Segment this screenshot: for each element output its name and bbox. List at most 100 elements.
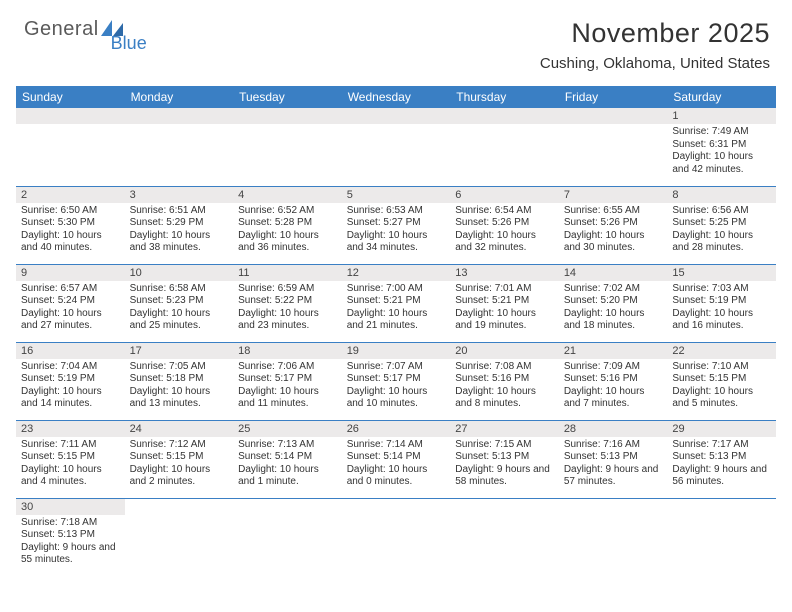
sunset-line: Sunset: 5:21 PM — [455, 295, 529, 306]
day-number: 23 — [16, 421, 125, 437]
sunrise-line: Sunrise: 6:50 AM — [21, 205, 97, 216]
sunrise-line: Sunrise: 7:05 AM — [130, 361, 206, 372]
day-details: Sunrise: 7:15 AMSunset: 5:13 PMDaylight:… — [450, 437, 559, 493]
sunrise-line: Sunrise: 7:12 AM — [130, 439, 206, 450]
day-details: Sunrise: 7:06 AMSunset: 5:17 PMDaylight:… — [233, 359, 342, 415]
day-cell: 24Sunrise: 7:12 AMSunset: 5:15 PMDayligh… — [125, 420, 234, 498]
day-details: Sunrise: 6:56 AMSunset: 5:25 PMDaylight:… — [667, 203, 776, 259]
day-number: 6 — [450, 187, 559, 203]
day-details: Sunrise: 6:51 AMSunset: 5:29 PMDaylight:… — [125, 203, 234, 259]
day-details: Sunrise: 7:17 AMSunset: 5:13 PMDaylight:… — [667, 437, 776, 493]
daylight-line: Daylight: 10 hours and 18 minutes. — [564, 308, 645, 332]
day-cell: 6Sunrise: 6:54 AMSunset: 5:26 PMDaylight… — [450, 186, 559, 264]
day-cell: 17Sunrise: 7:05 AMSunset: 5:18 PMDayligh… — [125, 342, 234, 420]
sunset-line: Sunset: 5:23 PM — [130, 295, 204, 306]
sunset-line: Sunset: 5:15 PM — [672, 373, 746, 384]
sunset-line: Sunset: 5:19 PM — [21, 373, 95, 384]
sunset-line: Sunset: 5:15 PM — [130, 451, 204, 462]
daylight-line: Daylight: 10 hours and 16 minutes. — [672, 308, 753, 332]
day-number: 27 — [450, 421, 559, 437]
day-cell: 7Sunrise: 6:55 AMSunset: 5:26 PMDaylight… — [559, 186, 668, 264]
daylight-line: Daylight: 10 hours and 4 minutes. — [21, 464, 102, 488]
calendar-row: 1Sunrise: 7:49 AMSunset: 6:31 PMDaylight… — [16, 108, 776, 186]
daylight-line: Daylight: 10 hours and 5 minutes. — [672, 386, 753, 410]
day-cell: 25Sunrise: 7:13 AMSunset: 5:14 PMDayligh… — [233, 420, 342, 498]
daylight-line: Daylight: 10 hours and 23 minutes. — [238, 308, 319, 332]
sunset-line: Sunset: 5:18 PM — [130, 373, 204, 384]
daylight-line: Daylight: 10 hours and 7 minutes. — [564, 386, 645, 410]
day-number: 3 — [125, 187, 234, 203]
sunset-line: Sunset: 5:27 PM — [347, 217, 421, 228]
day-details: Sunrise: 7:14 AMSunset: 5:14 PMDaylight:… — [342, 437, 451, 493]
day-details: Sunrise: 7:18 AMSunset: 5:13 PMDaylight:… — [16, 515, 125, 571]
sunrise-line: Sunrise: 6:59 AM — [238, 283, 314, 294]
day-cell: 28Sunrise: 7:16 AMSunset: 5:13 PMDayligh… — [559, 420, 668, 498]
day-cell: 2Sunrise: 6:50 AMSunset: 5:30 PMDaylight… — [16, 186, 125, 264]
empty-cell — [667, 498, 776, 576]
day-cell: 21Sunrise: 7:09 AMSunset: 5:16 PMDayligh… — [559, 342, 668, 420]
day-cell: 13Sunrise: 7:01 AMSunset: 5:21 PMDayligh… — [450, 264, 559, 342]
day-details: Sunrise: 7:00 AMSunset: 5:21 PMDaylight:… — [342, 281, 451, 337]
day-cell: 14Sunrise: 7:02 AMSunset: 5:20 PMDayligh… — [559, 264, 668, 342]
day-details: Sunrise: 6:55 AMSunset: 5:26 PMDaylight:… — [559, 203, 668, 259]
daylight-line: Daylight: 10 hours and 25 minutes. — [130, 308, 211, 332]
day-cell: 10Sunrise: 6:58 AMSunset: 5:23 PMDayligh… — [125, 264, 234, 342]
calendar-row: 30Sunrise: 7:18 AMSunset: 5:13 PMDayligh… — [16, 498, 776, 576]
calendar-table: SundayMondayTuesdayWednesdayThursdayFrid… — [16, 86, 776, 576]
day-cell: 9Sunrise: 6:57 AMSunset: 5:24 PMDaylight… — [16, 264, 125, 342]
brand-text-general: Genera — [24, 18, 94, 41]
sunset-line: Sunset: 5:16 PM — [564, 373, 638, 384]
weekday-header: Sunday — [16, 86, 125, 108]
sunset-line: Sunset: 5:29 PM — [130, 217, 204, 228]
sunset-line: Sunset: 5:14 PM — [238, 451, 312, 462]
day-details: Sunrise: 7:11 AMSunset: 5:15 PMDaylight:… — [16, 437, 125, 493]
sunrise-line: Sunrise: 7:18 AM — [21, 517, 97, 528]
sunrise-line: Sunrise: 6:58 AM — [130, 283, 206, 294]
day-cell: 30Sunrise: 7:18 AMSunset: 5:13 PMDayligh… — [16, 498, 125, 576]
sunrise-line: Sunrise: 6:53 AM — [347, 205, 423, 216]
day-details: Sunrise: 6:58 AMSunset: 5:23 PM Daylight:… — [125, 281, 234, 337]
sunrise-line: Sunrise: 7:09 AM — [564, 361, 640, 372]
day-cell: 20Sunrise: 7:08 AMSunset: 5:16 PMDayligh… — [450, 342, 559, 420]
day-details: Sunrise: 7:08 AMSunset: 5:16 PMDaylight:… — [450, 359, 559, 415]
day-details: Sunrise: 6:53 AMSunset: 5:27 PMDaylight:… — [342, 203, 451, 259]
empty-cell — [233, 498, 342, 576]
sunrise-line: Sunrise: 7:07 AM — [347, 361, 423, 372]
sunrise-line: Sunrise: 7:04 AM — [21, 361, 97, 372]
daylight-line: Daylight: 10 hours and 36 minutes. — [238, 230, 319, 254]
sunset-line: Sunset: 5:26 PM — [455, 217, 529, 228]
day-number: 20 — [450, 343, 559, 359]
daylight-line: Daylight: 10 hours and 30 minutes. — [564, 230, 645, 254]
weekday-header: Tuesday — [233, 86, 342, 108]
day-number: 24 — [125, 421, 234, 437]
daylight-line: Daylight: 10 hours and 38 minutes. — [130, 230, 211, 254]
sunrise-line: Sunrise: 6:57 AM — [21, 283, 97, 294]
day-cell: 8Sunrise: 6:56 AMSunset: 5:25 PMDaylight… — [667, 186, 776, 264]
daylight-line: Daylight: 10 hours and 28 minutes. — [672, 230, 753, 254]
calendar-body: 1Sunrise: 7:49 AMSunset: 6:31 PMDaylight… — [16, 108, 776, 576]
day-details: Sunrise: 7:05 AMSunset: 5:18 PMDaylight:… — [125, 359, 234, 415]
weekday-header: Thursday — [450, 86, 559, 108]
sunrise-line: Sunrise: 7:02 AM — [564, 283, 640, 294]
daylight-line: Daylight: 10 hours and 21 minutes. — [347, 308, 428, 332]
day-number: 22 — [667, 343, 776, 359]
sunrise-line: Sunrise: 7:10 AM — [672, 361, 748, 372]
daynum-empty — [16, 108, 125, 124]
day-number: 4 — [233, 187, 342, 203]
calendar-row: 2Sunrise: 6:50 AMSunset: 5:30 PMDaylight… — [16, 186, 776, 264]
day-cell: 12Sunrise: 7:00 AMSunset: 5:21 PMDayligh… — [342, 264, 451, 342]
day-number: 25 — [233, 421, 342, 437]
day-cell: 16Sunrise: 7:04 AMSunset: 5:19 PMDayligh… — [16, 342, 125, 420]
day-number: 16 — [16, 343, 125, 359]
weekday-header: Monday — [125, 86, 234, 108]
weekday-header: Friday — [559, 86, 668, 108]
empty-cell — [450, 498, 559, 576]
header: General Blue November 2025 Cushing, Okla… — [0, 0, 792, 80]
weekday-header: Wednesday — [342, 86, 451, 108]
calendar-row: 9Sunrise: 6:57 AMSunset: 5:24 PMDaylight… — [16, 264, 776, 342]
day-number: 2 — [16, 187, 125, 203]
empty-cell — [342, 108, 451, 186]
daylight-line: Daylight: 10 hours and 27 minutes. — [21, 308, 102, 332]
daylight-line: Daylight: 9 hours and 58 minutes. — [455, 464, 550, 488]
day-cell: 19Sunrise: 7:07 AMSunset: 5:17 PMDayligh… — [342, 342, 451, 420]
